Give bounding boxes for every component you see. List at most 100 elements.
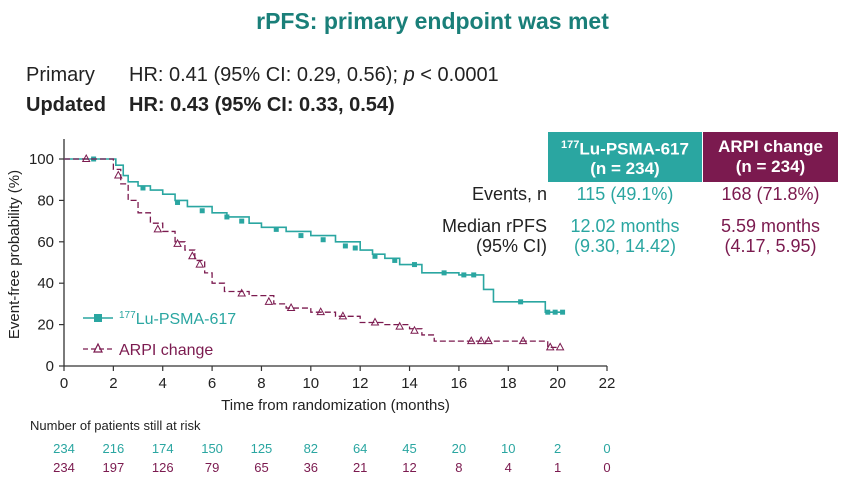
lu-censor-mark [175, 199, 181, 205]
slide-title: rPFS: primary endpoint was met [256, 8, 609, 34]
x-tick-label: 4 [159, 375, 167, 392]
ar-header-name: ARPI change [718, 137, 823, 156]
ci-label: (95% CI) [475, 236, 547, 256]
ar-censor-mark [518, 336, 528, 345]
y-tick-label: 60 [37, 234, 54, 251]
ar-censor-mark [286, 302, 296, 312]
ar-censor-mark [316, 307, 326, 316]
ar-censor-mark [237, 288, 247, 297]
lu-risk-value: 0 [603, 441, 611, 456]
y-tick-label: 20 [37, 317, 54, 334]
ar-censor-mark [264, 296, 274, 305]
legend-ar-marker [93, 342, 103, 353]
lu-censor-mark [471, 272, 477, 278]
ar-censor-mark [476, 336, 486, 345]
lu-censor-mark [239, 218, 245, 224]
ar-header: ARPI change (n = 234) [703, 132, 838, 182]
ar-risk-value: 126 [151, 460, 174, 475]
ar-risk-value: 65 [254, 460, 269, 475]
ar-risk-value: 4 [504, 460, 512, 475]
x-tick-label: 8 [257, 375, 265, 392]
hr-updated-line: Updated HR: 0.43 (95% CI: 0.33, 0.54) [26, 94, 395, 117]
x-tick-label: 22 [599, 375, 616, 392]
hr-primary-p: p [403, 64, 415, 86]
ar-censor-mark [395, 321, 405, 330]
lu-censor-mark [411, 262, 417, 268]
ar-risk-value: 234 [53, 460, 75, 475]
ar-censor-mark [338, 311, 348, 320]
lu-censor-mark [320, 237, 326, 243]
x-tick-label: 18 [500, 375, 517, 392]
median-label: Median rPFS [441, 216, 547, 236]
x-tick-label: 10 [302, 375, 319, 392]
lu-events: 115 (49.1%) [576, 184, 674, 204]
lu-risk-value: 234 [53, 441, 75, 456]
y-tick-label: 0 [46, 358, 54, 375]
ar-survival-curve [64, 158, 558, 349]
lu-risk-value: 20 [451, 441, 467, 456]
ar-censor-mark [370, 317, 380, 326]
ar-median: 5.59 months [720, 216, 821, 236]
lu-censor-mark [199, 208, 205, 214]
lu-censor-mark [560, 309, 566, 315]
y-tick-label: 100 [29, 151, 54, 168]
x-tick-label: 20 [549, 375, 566, 392]
lu-header: 177Lu-PSMA-617 (n = 234) [548, 132, 702, 182]
ar-censor-mark [153, 224, 163, 233]
events-label: Events, n [471, 184, 547, 204]
ar-events: 168 (71.8%) [721, 184, 820, 204]
legend-lu-marker [94, 314, 102, 322]
y-tick-label: 80 [37, 192, 54, 209]
x-tick-label: 2 [109, 375, 117, 392]
x-tick-label: 12 [352, 375, 369, 392]
lu-censor-mark [224, 214, 230, 220]
ar-risk-value: 36 [303, 460, 319, 475]
ar-risk-value: 21 [352, 460, 368, 475]
lu-risk-value: 125 [250, 441, 273, 456]
ar-header-n: (n = 234) [735, 157, 806, 176]
ar-censor-mark [410, 325, 419, 334]
lu-risk-value: 174 [151, 441, 174, 456]
y-tick-label: 40 [37, 275, 54, 292]
risk-table-title: Number of patients still at risk [30, 418, 201, 433]
lu-header-sup: 177 [561, 138, 580, 151]
ar-risk-value: 197 [102, 460, 125, 475]
lu-censor-mark [392, 257, 398, 263]
y-axis-label: Event-free probability (%) [6, 170, 23, 339]
lu-censor-mark [461, 272, 467, 278]
hr-primary-p-value: < 0.0001 [414, 64, 499, 86]
x-axis-label: Time from randomization (months) [221, 397, 450, 414]
lu-censor-mark [273, 226, 279, 232]
ar-censor-mark [195, 259, 205, 268]
legend-lu-label: 177Lu-PSMA-617 [119, 310, 236, 328]
ar-censor-mark [188, 251, 197, 260]
ar-censor-mark [545, 342, 555, 351]
legend-lu-name: Lu-PSMA-617 [136, 311, 237, 328]
lu-median: 12.02 months [570, 216, 680, 236]
lu-censor-mark [441, 270, 447, 276]
hr-updated-text: HR: 0.43 (95% CI: 0.33, 0.54) [129, 94, 395, 116]
hr-primary-line: Primary HR: 0.41 (95% CI: 0.29, 0.56); p … [26, 64, 499, 87]
ar-censor-mark [173, 238, 182, 247]
lu-risk-value: 82 [303, 441, 319, 456]
lu-risk-value: 216 [102, 441, 125, 456]
lu-censor-mark [552, 309, 558, 315]
lu-censor-mark [545, 309, 551, 315]
lu-header-name: Lu-PSMA-617 [579, 139, 689, 159]
hr-updated-label: Updated [26, 94, 106, 116]
lu-censor-mark [298, 233, 304, 239]
x-tick-label: 0 [60, 375, 68, 392]
lu-censor-mark [342, 243, 348, 249]
ar-risk-value: 1 [554, 460, 562, 475]
ar-risk-value: 0 [603, 460, 611, 475]
ar-censor-mark [484, 336, 493, 345]
chart-curves [64, 153, 566, 351]
x-tick-label: 16 [451, 375, 468, 392]
hr-primary-label: Primary [26, 64, 95, 86]
ar-censor-mark [81, 153, 91, 162]
lu-survival-curve [64, 158, 563, 313]
lu-ci: (9.30, 14.42) [573, 236, 677, 256]
lu-risk-value: 64 [352, 441, 368, 456]
lu-censor-mark [518, 299, 524, 305]
